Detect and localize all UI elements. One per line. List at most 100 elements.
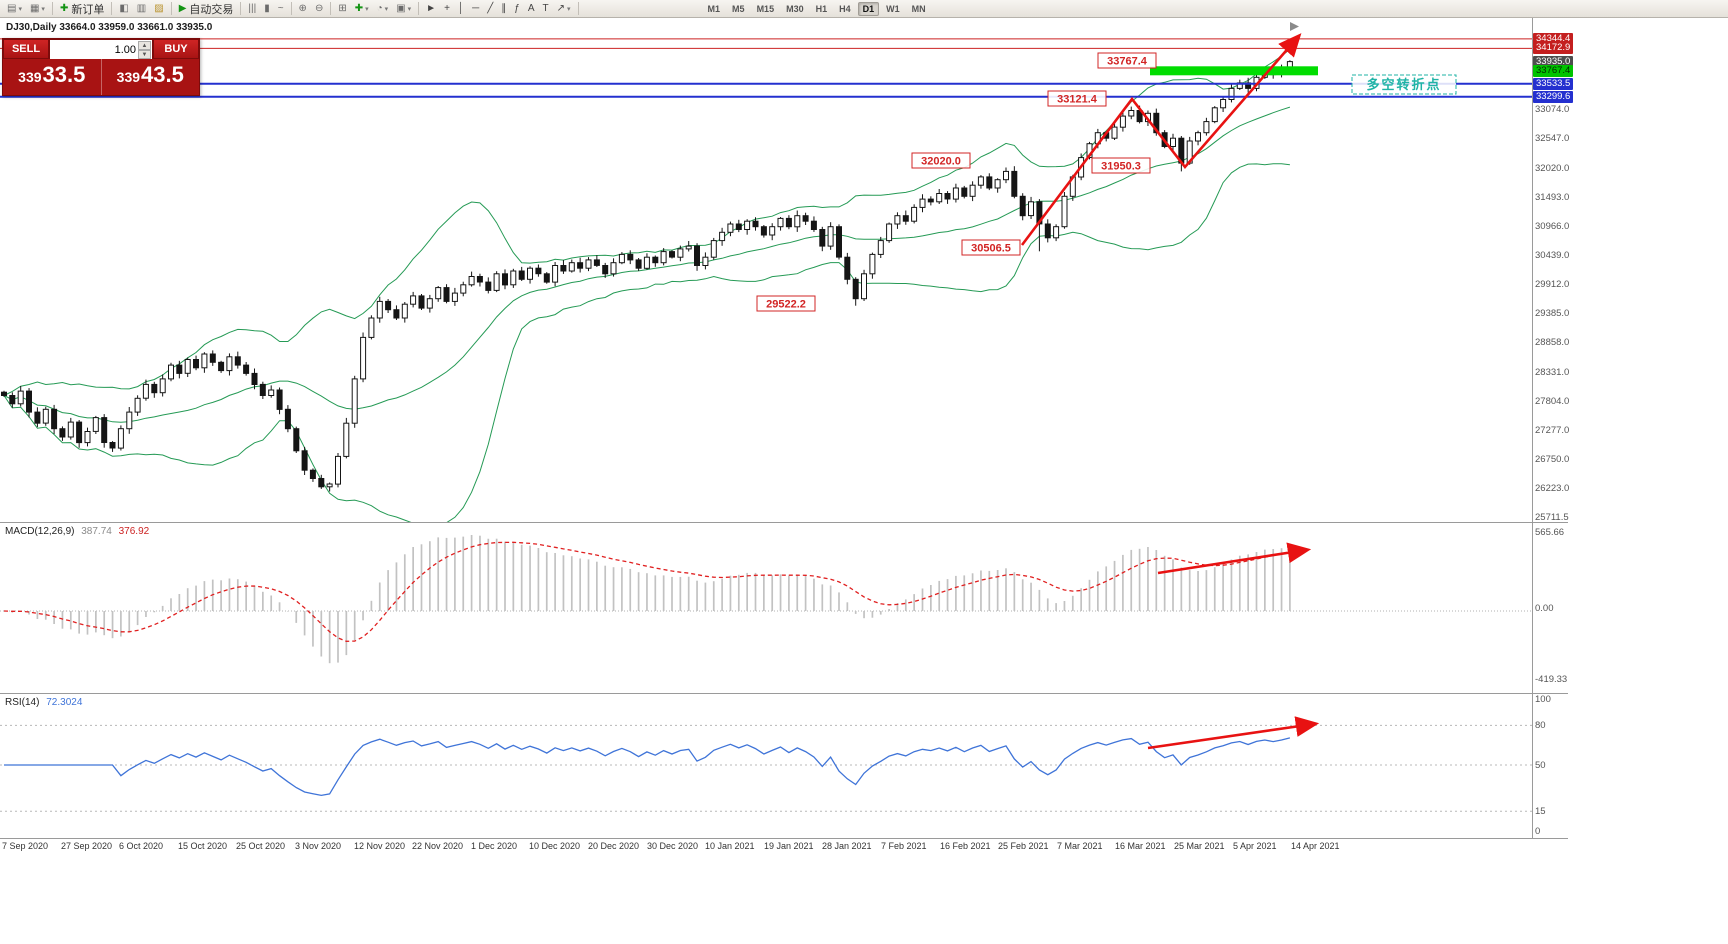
- ohlc-bars-icon[interactable]: |||: [244, 0, 260, 17]
- candle: [418, 295, 425, 309]
- volume-down-icon[interactable]: ▼: [138, 50, 151, 59]
- tile-windows-icon[interactable]: ⊞: [334, 0, 350, 17]
- templates-icon[interactable]: ▣ ▾: [392, 0, 415, 17]
- sell-price[interactable]: 339 33.5: [3, 59, 102, 95]
- rsi-trend-arrow[interactable]: [1147, 716, 1320, 750]
- candle: [1028, 201, 1034, 217]
- timeframe-m15[interactable]: M15: [756, 3, 775, 14]
- trendline-icon[interactable]: ╱: [483, 0, 497, 17]
- price-annotation-box[interactable]: [1091, 157, 1151, 174]
- timeframe-d1[interactable]: D1: [857, 1, 880, 16]
- buy-button[interactable]: BUY: [153, 39, 199, 59]
- candle: [1, 391, 7, 397]
- candle: [577, 262, 584, 269]
- text-icon[interactable]: A: [524, 0, 539, 17]
- candle: [719, 231, 726, 242]
- candle: [385, 300, 392, 311]
- candle: [618, 253, 625, 264]
- tile-windows-icon: ⊞: [338, 2, 347, 14]
- vertical-line-icon[interactable]: │: [454, 0, 468, 17]
- fibonacci-icon: ƒ: [514, 2, 520, 14]
- resistance-zone[interactable]: [1150, 66, 1318, 76]
- date-label: 27 Sep 2020: [61, 841, 113, 851]
- candle: [602, 265, 609, 275]
- timeframe-m5[interactable]: M5: [732, 3, 745, 14]
- candle: [1220, 99, 1227, 109]
- volume-up-icon[interactable]: ▲: [138, 41, 151, 50]
- candle: [927, 198, 934, 203]
- date-label: 19 Jan 2021: [764, 841, 814, 851]
- date-label: 10 Jan 2021: [705, 841, 755, 851]
- cursor-icon[interactable]: ►: [422, 0, 440, 17]
- text-label-icon[interactable]: T: [539, 0, 553, 17]
- timeframe-h4[interactable]: H4: [839, 3, 851, 14]
- candle: [9, 395, 16, 405]
- scroll-to-end-marker[interactable]: [1290, 22, 1299, 31]
- new-order-button[interactable]: ✚ 新订单: [56, 0, 108, 17]
- price-axis-line: [1532, 17, 1533, 839]
- arrows-icon[interactable]: ↗ ▾: [553, 0, 575, 17]
- candle: [268, 389, 275, 396]
- price-annotation-box[interactable]: [911, 152, 971, 169]
- channel-icon[interactable]: ∥: [497, 0, 510, 17]
- price-chart[interactable]: 29522.2 30506.5 32020.0 31950.3 33121.4 33767…: [0, 17, 1532, 522]
- market-watch-icon[interactable]: ◧: [115, 0, 132, 17]
- candle: [744, 220, 751, 230]
- periods-icon[interactable]: ◔ ▾: [373, 0, 393, 17]
- candle: [810, 220, 817, 230]
- fibonacci-icon[interactable]: ƒ: [510, 0, 524, 17]
- macd-trend-arrow[interactable]: [1157, 542, 1312, 575]
- date-label: 30 Dec 2020: [647, 841, 699, 851]
- zoom-in-icon[interactable]: ⊕: [295, 0, 311, 17]
- price-annotation-box[interactable]: [961, 239, 1021, 256]
- turning-point-text: 多空转折点: [1366, 77, 1441, 92]
- timeframe-m30[interactable]: M30: [786, 3, 804, 14]
- candlestick-icon[interactable]: ▮: [260, 0, 274, 17]
- buy-price-big-digits: 43.5: [141, 62, 184, 87]
- price-tag: 34172.9: [1533, 42, 1574, 54]
- timeframe-w1[interactable]: W1: [886, 3, 900, 14]
- candle: [785, 217, 792, 228]
- trend-arrow[interactable]: [1020, 33, 1302, 246]
- new-chart-icon[interactable]: ▤ ▾: [3, 0, 26, 17]
- timeframe-mn[interactable]: MN: [911, 3, 926, 14]
- volume-input[interactable]: [50, 41, 152, 59]
- timeframe-m1[interactable]: M1: [707, 3, 721, 14]
- terminal-icon[interactable]: ▨: [150, 0, 167, 17]
- horizontal-line-icon[interactable]: ─: [468, 0, 483, 17]
- price-annotation-box[interactable]: [1047, 90, 1107, 107]
- sell-button[interactable]: SELL: [3, 39, 49, 59]
- zoom-out-icon[interactable]: ⊖: [311, 0, 327, 17]
- candle: [727, 223, 734, 233]
- candle: [944, 193, 951, 200]
- data-window-icon[interactable]: ▥: [133, 0, 150, 17]
- crosshair-icon[interactable]: +: [440, 0, 454, 17]
- terminal-icon: ▨: [154, 2, 164, 14]
- line-chart-icon[interactable]: ~: [274, 0, 288, 17]
- toolbar-separator: [330, 2, 332, 15]
- macd-indicator-label: MACD(12,26,9) 387.74 376.92: [5, 526, 149, 537]
- panel-separator[interactable]: [0, 693, 1568, 694]
- candle: [802, 215, 809, 222]
- date-label: 20 Dec 2020: [588, 841, 640, 851]
- rsi-axis-label: 0: [1535, 826, 1541, 837]
- buy-price[interactable]: 339 43.5: [102, 59, 200, 95]
- dropdown-caret-icon: ▾: [365, 5, 369, 13]
- candle: [502, 273, 508, 286]
- price-annotation-box[interactable]: [1097, 52, 1157, 69]
- text-label-icon: T: [542, 2, 549, 14]
- candle: [84, 431, 91, 444]
- macd-signal-line: [3, 541, 1291, 642]
- indicators-icon[interactable]: ✚ ▾: [351, 0, 373, 17]
- profiles-icon[interactable]: ▦ ▾: [26, 0, 49, 17]
- auto-trading-button[interactable]: ▶ 自动交易: [175, 0, 238, 17]
- time-axis-line: [0, 838, 1568, 839]
- candle: [343, 422, 350, 457]
- panel-separator[interactable]: [0, 522, 1568, 523]
- candle: [527, 267, 533, 280]
- candle: [34, 411, 41, 424]
- price-annotation-box[interactable]: [756, 295, 816, 312]
- rsi-axis-label: 80: [1535, 720, 1546, 731]
- timeframe-h1[interactable]: H1: [815, 3, 828, 14]
- turning-point-box[interactable]: [1351, 74, 1457, 95]
